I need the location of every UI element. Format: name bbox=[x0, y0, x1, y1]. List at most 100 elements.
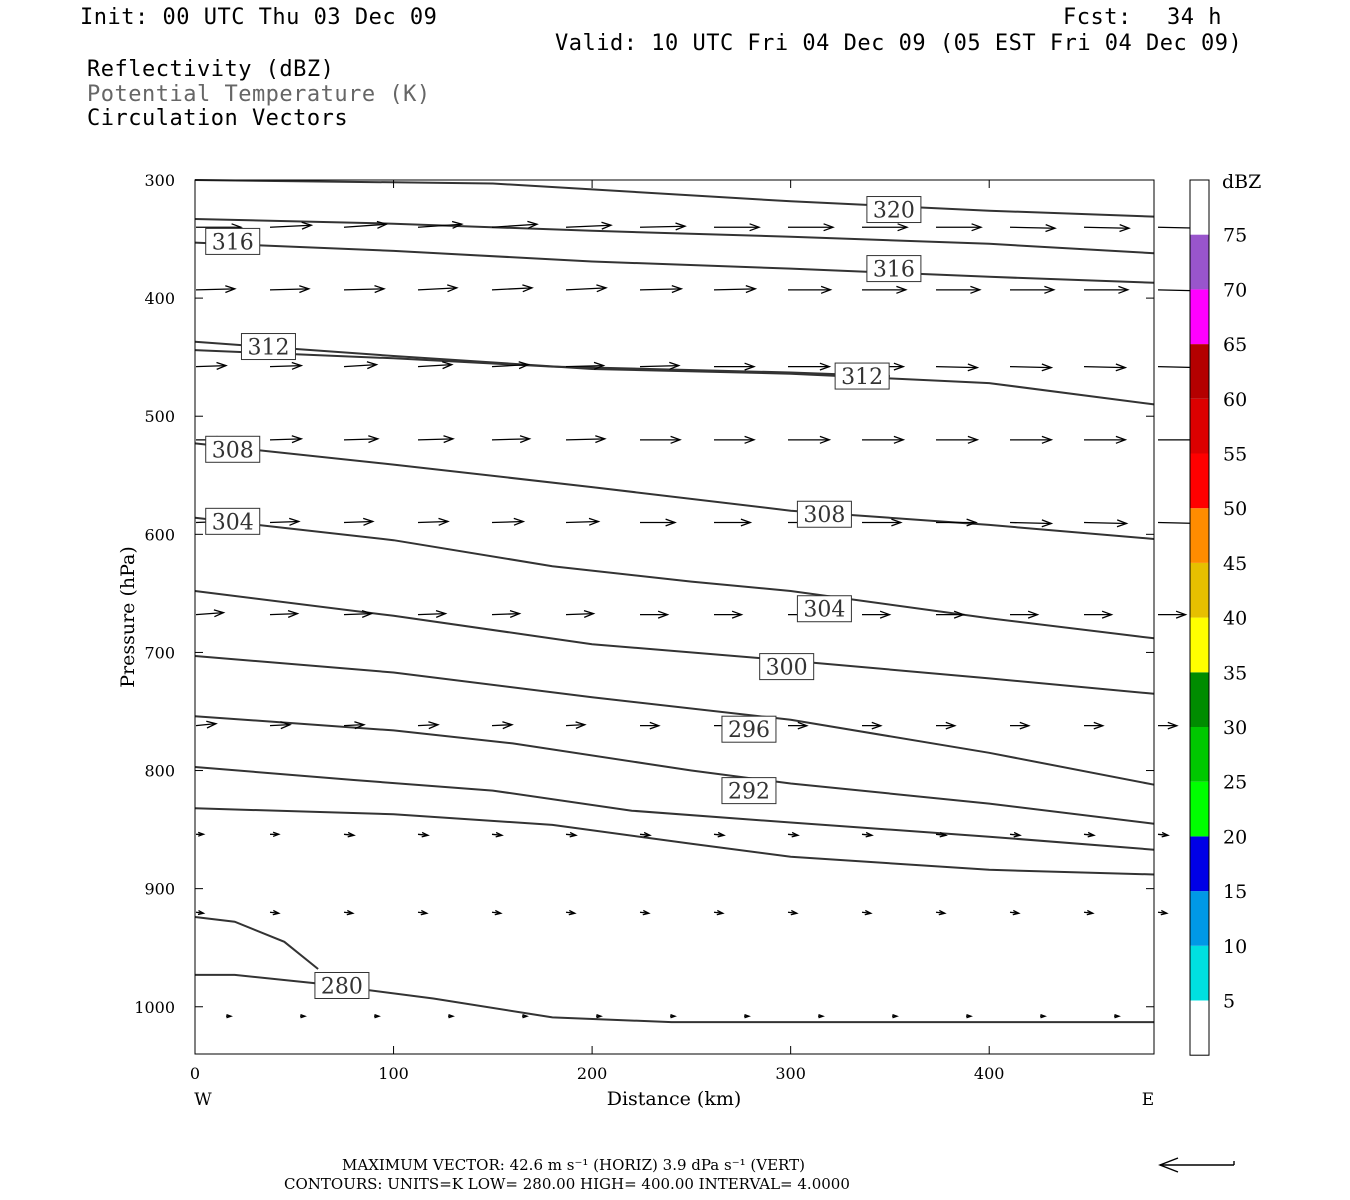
vector-arrow-r4-12 bbox=[1083, 519, 1129, 528]
vector-arrow-r3-9 bbox=[862, 435, 906, 444]
colorbar-label-25: 25 bbox=[1223, 772, 1247, 794]
svg-text:312: 312 bbox=[841, 365, 883, 390]
theta-contour-292-10 bbox=[194, 766, 1155, 851]
contour-label-292-11: 292 bbox=[721, 777, 777, 805]
colorbar-label-20: 20 bbox=[1223, 826, 1247, 848]
vector-arrow-r2-0 bbox=[195, 361, 228, 371]
field-circulation-vectors: Circulation Vectors bbox=[87, 106, 349, 131]
vector-arrow-r4-3 bbox=[417, 517, 450, 526]
x-tick-label-200: 200 bbox=[577, 1064, 608, 1083]
colorbar-label-10: 10 bbox=[1223, 936, 1247, 958]
vector-arrow-r6-12 bbox=[1084, 721, 1105, 730]
colorbar-swatch-30 bbox=[1190, 672, 1209, 727]
vector-arrow-r7-5 bbox=[565, 831, 578, 838]
vector-arrow-r8-5 bbox=[565, 909, 577, 916]
contour-label-304-7: 304 bbox=[205, 507, 261, 535]
contour-labels: 320 316 316 312 312 308 308 304 304 300 296 292 280 bbox=[205, 196, 922, 999]
vector-arrow-r5-5 bbox=[565, 609, 596, 619]
vector-arrow-r7-12 bbox=[1083, 831, 1096, 838]
vector-arrow-r5-0 bbox=[195, 609, 226, 618]
vector-arrow-r1-12 bbox=[1084, 285, 1130, 294]
contour-info-note: CONTOURS: UNITS=K LOW= 280.00 HIGH= 400.… bbox=[284, 1175, 850, 1193]
vector-arrow-r9-10 bbox=[966, 1013, 973, 1019]
contour-label-312-3: 312 bbox=[240, 333, 296, 361]
theta-contour-304-6 bbox=[194, 516, 1155, 640]
vector-arrow-r2-6 bbox=[639, 361, 681, 370]
colorbar-swatch-5 bbox=[1190, 945, 1209, 1001]
vector-arrow-r2-1 bbox=[269, 361, 304, 370]
vector-arrow-r5-7 bbox=[714, 610, 744, 619]
vector-arrow-r7-13 bbox=[1157, 831, 1170, 838]
theta-contour-280-13 bbox=[195, 973, 1154, 1024]
contour-label-316-1: 316 bbox=[205, 227, 261, 255]
vector-arrow-r3-10 bbox=[936, 435, 980, 444]
vector-arrow-r1-1 bbox=[269, 285, 311, 294]
contour-label-308-6: 308 bbox=[796, 500, 852, 528]
vector-arrow-r8-4 bbox=[491, 909, 503, 916]
colorbar-swatch-50 bbox=[1190, 453, 1209, 509]
contour-label-296-10: 296 bbox=[721, 715, 777, 743]
colorbar-label-30: 30 bbox=[1223, 717, 1247, 739]
vector-arrow-r6-2 bbox=[343, 721, 366, 730]
colorbar-swatch-25 bbox=[1190, 727, 1209, 782]
vector-arrow-r5-4 bbox=[491, 609, 522, 619]
vector-arrow-r7-0 bbox=[196, 831, 206, 837]
vector-arrow-r3-11 bbox=[1010, 435, 1054, 444]
vector-arrow-r8-3 bbox=[417, 909, 429, 916]
vector-arrow-r3-1 bbox=[269, 435, 304, 444]
y-axis-ticks: 300 400 500 600 700 800 900 1000 bbox=[134, 171, 1154, 1017]
colorbar-label-50: 50 bbox=[1223, 498, 1247, 520]
svg-text:280: 280 bbox=[321, 974, 363, 999]
svg-text:300: 300 bbox=[766, 656, 808, 681]
colorbar-label-35: 35 bbox=[1223, 662, 1247, 684]
colorbar-swatch-70 bbox=[1190, 234, 1209, 290]
vector-arrow-r3-4 bbox=[491, 435, 532, 444]
vector-arrow-r6-10 bbox=[936, 721, 957, 730]
y-tick-label-800: 800 bbox=[144, 762, 175, 781]
y-tick-label-900: 900 bbox=[144, 880, 175, 899]
forecast-label: Fcst: bbox=[1063, 5, 1132, 30]
vector-arrow-r1-11 bbox=[1010, 285, 1056, 294]
vector-arrow-r5-11 bbox=[1010, 610, 1040, 619]
vector-arrow-r0-10 bbox=[936, 223, 983, 232]
vector-arrow-r6-9 bbox=[862, 721, 883, 730]
vector-arrow-r1-4 bbox=[491, 284, 534, 293]
vector-arrow-r8-6 bbox=[639, 909, 651, 916]
theta-contour-308-5 bbox=[194, 442, 1155, 540]
vector-arrow-r2-2 bbox=[343, 361, 379, 370]
vector-arrow-r3-3 bbox=[417, 435, 455, 444]
x-tick-label-100: 100 bbox=[378, 1064, 409, 1083]
svg-text:316: 316 bbox=[212, 230, 254, 255]
vector-arrow-r9-3 bbox=[448, 1013, 455, 1019]
y-axis-label: Pressure (hPa) bbox=[117, 546, 139, 688]
svg-text:292: 292 bbox=[728, 780, 770, 805]
circulation-vectors bbox=[195, 220, 1205, 1019]
vector-arrow-r8-1 bbox=[269, 909, 281, 916]
vector-arrow-r2-3 bbox=[417, 361, 454, 370]
vector-arrow-r8-2 bbox=[343, 909, 355, 916]
field-reflectivity: Reflectivity (dBZ) bbox=[87, 57, 335, 82]
vector-arrow-r8-11 bbox=[1009, 909, 1021, 916]
vector-arrow-r9-0 bbox=[226, 1013, 233, 1019]
vector-arrow-r4-6 bbox=[640, 518, 677, 527]
vector-arrow-r3-2 bbox=[343, 435, 380, 444]
svg-text:304: 304 bbox=[803, 598, 845, 623]
vector-arrow-r5-10 bbox=[936, 610, 966, 619]
svg-text:296: 296 bbox=[728, 718, 770, 743]
vector-arrow-r4-1 bbox=[269, 517, 301, 526]
colorbar-label-5: 5 bbox=[1223, 991, 1235, 1013]
svg-text:316: 316 bbox=[873, 258, 915, 283]
vector-arrow-r5-12 bbox=[1084, 610, 1114, 619]
y-tick-label-700: 700 bbox=[144, 643, 175, 662]
vector-arrow-r6-1 bbox=[269, 721, 292, 730]
vector-arrow-r1-2 bbox=[343, 284, 386, 294]
theta-contour-284-12 bbox=[194, 916, 319, 970]
maximum-vector-note: MAXIMUM VECTOR: 42.6 m s⁻¹ (HORIZ) 3.9 d… bbox=[342, 1156, 805, 1174]
vector-arrow-r7-1 bbox=[270, 831, 281, 838]
vector-arrow-r0-7 bbox=[714, 223, 761, 232]
vector-arrow-r3-12 bbox=[1084, 435, 1128, 444]
vector-arrow-r6-6 bbox=[640, 721, 661, 730]
vector-arrow-r2-12 bbox=[1083, 363, 1128, 372]
vector-arrow-r1-8 bbox=[788, 285, 833, 294]
